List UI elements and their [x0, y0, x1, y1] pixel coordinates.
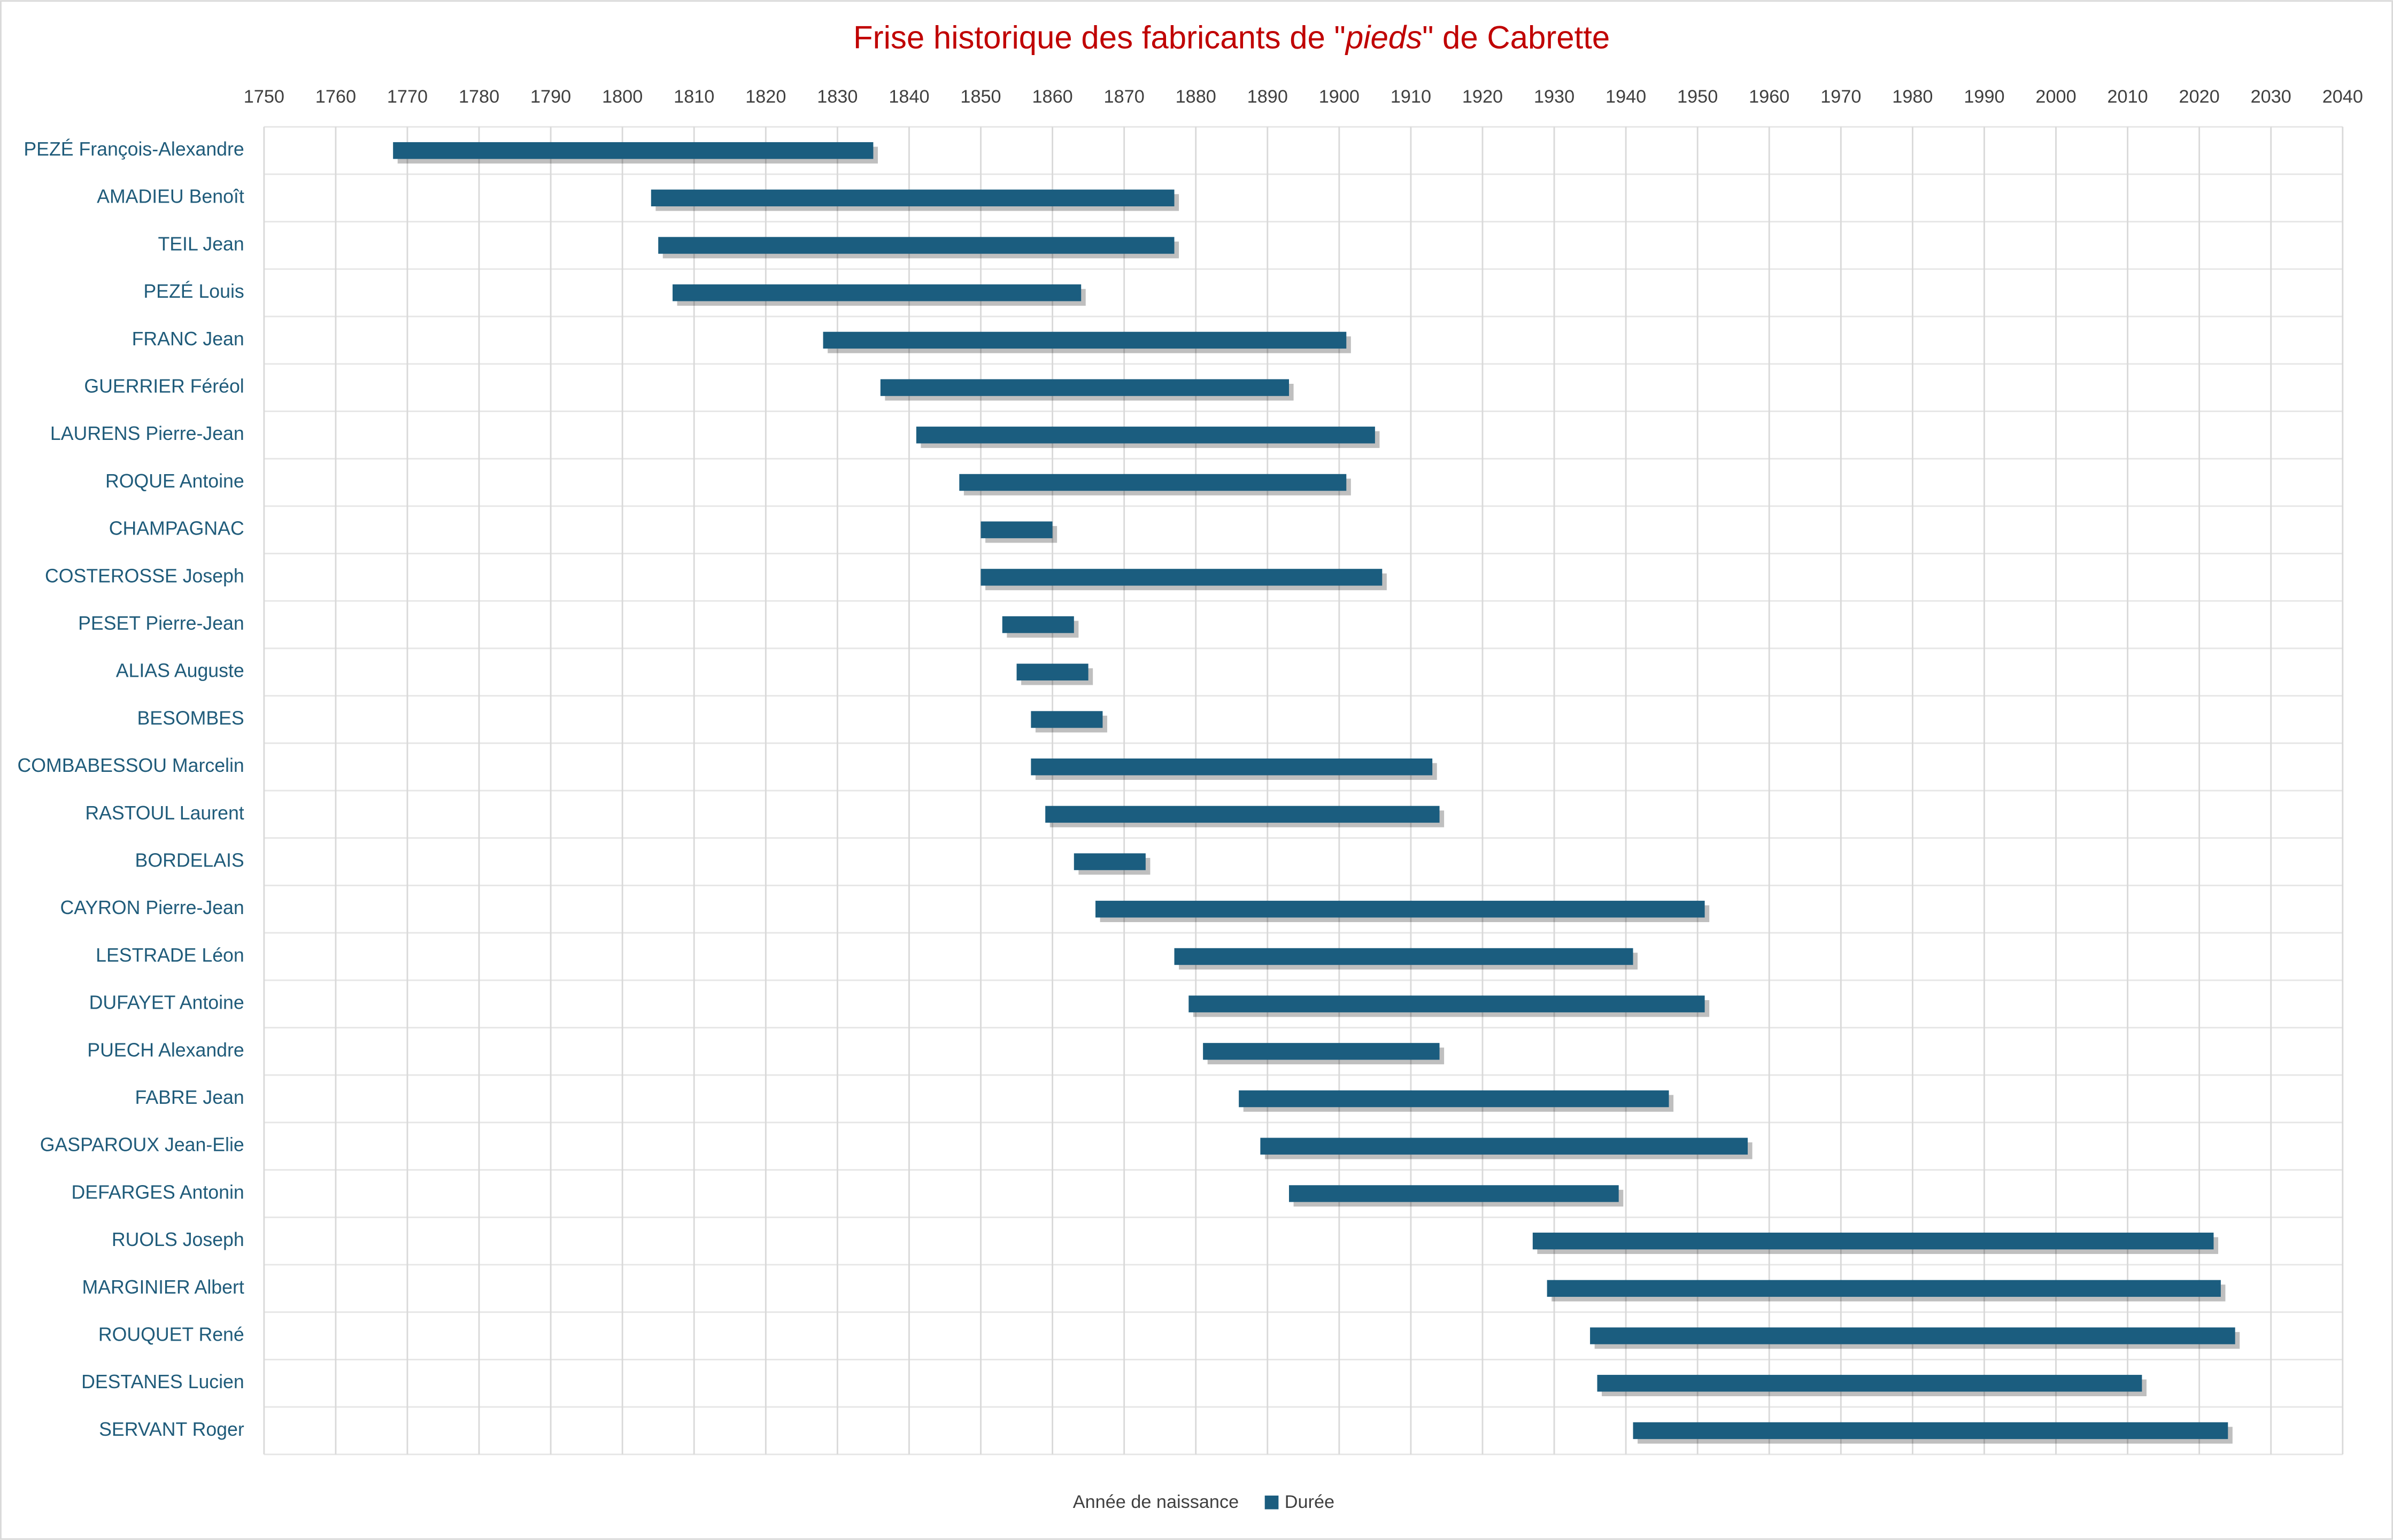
x-tick-label: 1920 [1462, 87, 1503, 107]
y-tick-label: ROUQUET René [98, 1324, 244, 1345]
bar [823, 331, 1347, 349]
bar [1590, 1327, 2235, 1344]
y-tick-label: ROQUE Antoine [105, 470, 244, 492]
bar [1045, 806, 1440, 823]
bar [1597, 1375, 2142, 1392]
bar [1203, 1043, 1440, 1060]
y-tick-label: LESTRADE Léon [96, 945, 244, 966]
x-tick-label: 1870 [1104, 87, 1145, 107]
bar [673, 284, 1082, 301]
bar [658, 237, 1175, 254]
bar [1532, 1232, 2214, 1250]
title-part: pieds [1345, 19, 1422, 55]
y-tick-label: COMBABESSOU Marcelin [18, 755, 244, 776]
y-tick-label: BORDELAIS [135, 850, 244, 871]
x-tick-label: 1950 [1677, 87, 1718, 107]
x-tick-label: 1850 [960, 87, 1001, 107]
bar [1260, 1137, 1748, 1155]
bar [981, 521, 1053, 538]
x-tick-label: 1820 [745, 87, 786, 107]
y-tick-label: PEZÉ Louis [143, 281, 244, 302]
title-part: Frise historique des fabricants de " [853, 19, 1346, 55]
y-tick-label: PUECH Alexandre [87, 1039, 244, 1061]
x-tick-label: 1810 [674, 87, 714, 107]
y-tick-label: ALIAS Auguste [116, 660, 244, 682]
x-tick-label: 1750 [244, 87, 284, 107]
y-tick-label: COSTEROSSE Joseph [45, 565, 244, 586]
chart-title: Frise historique des fabricants de "pied… [853, 19, 1610, 55]
x-tick-label: 1770 [387, 87, 428, 107]
bar [1016, 663, 1089, 680]
x-tick-label: 1800 [602, 87, 643, 107]
x-tick-label: 1940 [1605, 87, 1646, 107]
y-tick-label: PEZÉ François-Alexandre [24, 138, 244, 160]
bar [1547, 1280, 2221, 1297]
x-tick-label: 1780 [459, 87, 499, 107]
x-tick-label: 2040 [2322, 87, 2363, 107]
legend-label: Durée [1285, 1492, 1334, 1512]
y-tick-label: DUFAYET Antoine [89, 992, 244, 1013]
bar [393, 142, 874, 159]
x-tick-label: 1760 [315, 87, 356, 107]
bar [1239, 1090, 1669, 1108]
x-tick-label: 1890 [1247, 87, 1288, 107]
x-tick-label: 1830 [817, 87, 858, 107]
bar [981, 569, 1383, 586]
y-tick-label: FABRE Jean [135, 1087, 244, 1108]
y-tick-label: MARGINIER Albert [82, 1276, 244, 1298]
x-tick-label: 2030 [2251, 87, 2291, 107]
legend-swatch [1264, 1495, 1279, 1510]
y-tick-label: GUERRIER Féréol [84, 376, 244, 397]
bar [1095, 901, 1705, 918]
legend-label: Année de naissance [1073, 1492, 1239, 1512]
bar [1289, 1185, 1619, 1202]
bar [1002, 616, 1074, 633]
x-tick-label: 1970 [1820, 87, 1861, 107]
title-part: " de Cabrette [1422, 19, 1610, 55]
x-tick-label: 2000 [2035, 87, 2076, 107]
y-tick-label: TEIL Jean [158, 233, 244, 254]
x-tick-label: 1980 [1892, 87, 1933, 107]
x-tick-label: 1840 [889, 87, 929, 107]
x-tick-label: 1880 [1176, 87, 1216, 107]
y-tick-label: CAYRON Pierre-Jean [60, 897, 244, 918]
x-tick-label: 1900 [1319, 87, 1360, 107]
bar [1633, 1422, 2228, 1440]
bar [1174, 948, 1633, 965]
bar [651, 189, 1175, 207]
y-tick-label: FRANC Jean [132, 328, 244, 350]
x-tick-label: 1930 [1534, 87, 1574, 107]
y-tick-label: AMADIEU Benoît [97, 186, 244, 207]
y-tick-label: DESTANES Lucien [81, 1371, 244, 1392]
bar [1074, 853, 1146, 870]
y-tick-label: CHAMPAGNAC [109, 518, 244, 539]
y-tick-label: RUOLS Joseph [112, 1229, 244, 1250]
bar [1031, 758, 1433, 776]
y-tick-label: RASTOUL Laurent [85, 802, 244, 824]
y-tick-label: SERVANT Roger [99, 1419, 244, 1440]
bar [880, 379, 1290, 396]
x-tick-label: 1960 [1749, 87, 1789, 107]
bar [1188, 995, 1705, 1012]
x-tick-label: 2010 [2107, 87, 2148, 107]
y-tick-label: LAURENS Pierre-Jean [50, 423, 244, 444]
bar [959, 474, 1347, 491]
y-tick-label: PESET Pierre-Jean [78, 613, 244, 634]
x-tick-label: 1790 [530, 87, 571, 107]
x-tick-label: 1860 [1032, 87, 1072, 107]
y-tick-label: GASPAROUX Jean-Elie [40, 1134, 244, 1156]
x-tick-label: 1910 [1391, 87, 1431, 107]
x-tick-label: 2020 [2179, 87, 2220, 107]
y-tick-label: BESOMBES [137, 707, 244, 729]
bar [916, 427, 1375, 444]
y-tick-label: DEFARGES Antonin [72, 1181, 244, 1203]
bar [1031, 711, 1103, 728]
x-tick-label: 1990 [1964, 87, 2004, 107]
